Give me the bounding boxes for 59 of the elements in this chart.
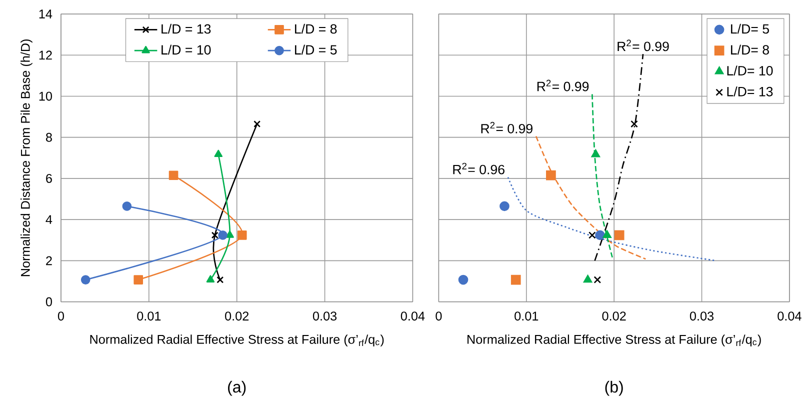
point	[211, 232, 218, 239]
annotation: R$^{2}$= 0.96	[453, 162, 504, 174]
legend-label: L/D= 8	[731, 44, 769, 55]
x-tick-label: 0.04	[778, 312, 802, 321]
x-axis-title: Normalized Radial Effective Stress at Failure (σ’$_{rf}$/q$_{c}$)	[468, 334, 761, 347]
point	[510, 275, 521, 285]
point	[458, 275, 468, 285]
x-tick-label: 0.03	[312, 312, 337, 321]
legend-label: L/D= 13	[727, 86, 773, 96]
point	[588, 232, 596, 240]
x-tick-label: 0.02	[225, 312, 249, 321]
point	[614, 230, 624, 240]
point	[214, 150, 223, 158]
x-tick-label: 0.01	[137, 312, 161, 321]
legend-label: L/D= 5	[731, 24, 769, 34]
point	[134, 275, 144, 285]
legend-label: L/D = 10	[162, 44, 211, 55]
text: (a)	[228, 381, 246, 396]
point	[168, 170, 178, 180]
point	[237, 230, 247, 240]
point	[591, 150, 600, 158]
x-tick-label: 0.04	[400, 312, 425, 321]
y-tick-label: 14	[39, 10, 52, 18]
point	[216, 276, 224, 284]
text: (b)	[605, 381, 623, 396]
x-tick-label: 0	[58, 312, 64, 321]
y-tick-label: 8	[46, 132, 52, 142]
point	[630, 120, 638, 128]
point	[602, 230, 612, 238]
x-tick-label: 0.03	[690, 312, 714, 321]
legend-label: L/D= 10	[727, 66, 773, 76]
y-tick-label: 2	[46, 256, 52, 266]
point	[500, 201, 510, 212]
annotation: R$^{2}$= 0.99	[537, 80, 589, 92]
x-axis-title: Normalized Radial Effective Stress at Failure (σ’$_{rf}$/q$_{c}$)	[90, 334, 384, 347]
legend-label: L/D = 5	[295, 44, 337, 55]
point	[226, 230, 234, 238]
legend-label: L/D = 8	[295, 24, 337, 34]
point	[122, 202, 132, 212]
y-tick-label: 12	[39, 50, 52, 60]
point	[546, 170, 556, 180]
point	[595, 230, 605, 240]
point	[254, 120, 261, 128]
annotation: R$^{2}$= 0.99	[618, 40, 669, 52]
annotation: R$^{2}$= 0.99	[481, 122, 532, 134]
legend-label: L/D = 13	[162, 24, 211, 34]
y-tick-label: 6	[46, 174, 52, 184]
x-tick-label: 0.01	[514, 312, 538, 321]
point	[583, 275, 592, 283]
x-tick-label: 0.02	[602, 312, 626, 321]
y-tick-label: 0	[46, 297, 52, 306]
y-tick-label: 4	[46, 215, 52, 224]
point	[218, 230, 228, 240]
y-tick-label: 10	[39, 92, 52, 101]
point	[206, 275, 215, 283]
point	[80, 275, 90, 285]
x-tick-label: 0	[436, 312, 442, 321]
point	[594, 276, 602, 284]
y-axis-title: Normalized Distance From Pile Base (h/D)	[20, 40, 32, 276]
